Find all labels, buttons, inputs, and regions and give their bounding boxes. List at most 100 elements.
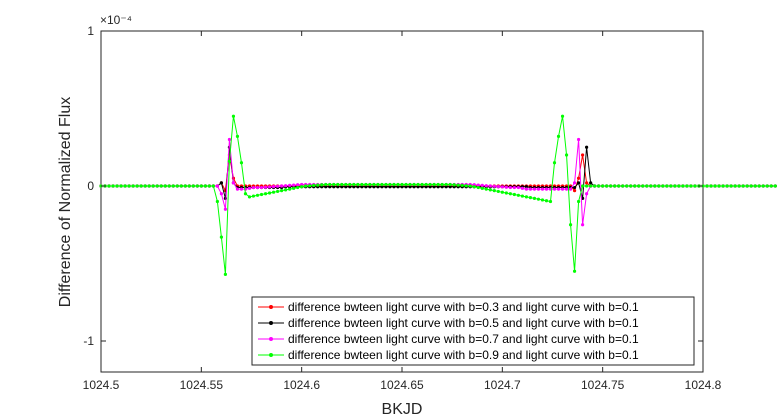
legend-label: difference bwteen light curve with b=0.7… (288, 332, 639, 346)
data-point (528, 187, 533, 191)
data-point (572, 189, 577, 193)
data-point (275, 189, 280, 194)
data-point (352, 182, 356, 187)
data-point (247, 195, 252, 199)
data-point (444, 182, 448, 187)
data-point (231, 181, 236, 185)
x-tick-label: 1024.75 (581, 378, 625, 392)
data-point (308, 184, 312, 188)
data-point (163, 184, 167, 188)
data-point (380, 182, 384, 187)
data-point (665, 184, 669, 188)
data-point (344, 185, 348, 189)
data-point (625, 184, 629, 188)
data-point (139, 184, 143, 188)
data-point (288, 183, 292, 187)
data-point (348, 185, 352, 189)
data-point (336, 182, 340, 187)
data-point (448, 185, 452, 189)
data-point (384, 185, 388, 189)
data-point (761, 184, 765, 188)
data-point (765, 184, 769, 188)
data-point (356, 182, 360, 187)
data-point (524, 185, 529, 189)
data-point (416, 185, 420, 189)
data-point (271, 190, 276, 194)
data-point (520, 186, 525, 190)
data-point (127, 184, 131, 188)
data-point (585, 192, 589, 196)
data-point (428, 185, 432, 189)
data-point (609, 184, 613, 188)
data-point (292, 186, 296, 190)
data-point (516, 193, 520, 197)
data-point (312, 183, 316, 187)
data-point (352, 185, 356, 189)
data-point (135, 184, 139, 188)
data-point (536, 197, 541, 201)
data-point (400, 182, 404, 187)
legend-label: difference bwteen light curve with b=0.9… (288, 348, 639, 362)
data-point (328, 182, 332, 187)
data-point (412, 185, 416, 189)
data-point (685, 184, 689, 188)
data-point (332, 185, 336, 189)
data-point (629, 184, 633, 188)
data-point (669, 184, 673, 188)
legend-item: difference bwteen light curve with b=0.7… (258, 332, 639, 346)
data-point (284, 188, 288, 192)
data-point (356, 185, 360, 189)
legend-item: difference bwteen light curve with b=0.3… (258, 300, 639, 314)
data-point (199, 184, 203, 188)
data-point (617, 184, 621, 188)
data-point (645, 184, 649, 188)
data-point (328, 185, 332, 189)
data-point (288, 187, 292, 191)
data-point (304, 184, 308, 188)
data-point (576, 176, 581, 180)
data-point (111, 184, 115, 188)
data-point (585, 145, 589, 149)
data-point (440, 185, 444, 189)
data-point (159, 184, 163, 188)
data-point (745, 184, 749, 188)
data-point (560, 114, 565, 118)
data-point (336, 185, 340, 189)
data-point (372, 182, 376, 187)
data-point (572, 269, 577, 273)
x-tick-label: 1024.5 (83, 378, 120, 392)
x-tick-label: 1024.6 (283, 378, 320, 392)
data-point (263, 192, 268, 196)
data-point (147, 184, 151, 188)
data-point (404, 182, 408, 187)
data-point (500, 185, 504, 189)
data-point (155, 184, 159, 188)
data-point (641, 184, 645, 188)
data-point (488, 188, 492, 192)
data-point (296, 185, 300, 190)
data-point (552, 187, 557, 191)
data-point (601, 184, 605, 188)
data-point (540, 187, 545, 191)
data-point (705, 184, 709, 188)
data-point (757, 184, 761, 188)
data-point (572, 185, 577, 190)
data-point (239, 161, 244, 165)
data-point (412, 182, 416, 187)
data-point (589, 181, 593, 185)
data-point (480, 186, 484, 190)
data-point (585, 181, 589, 185)
data-point (605, 184, 609, 188)
data-point (227, 159, 232, 163)
data-point (360, 185, 364, 189)
legend-swatch-marker (269, 353, 273, 357)
data-point (280, 189, 284, 193)
data-point (300, 185, 304, 189)
data-point (235, 134, 240, 138)
data-point (516, 185, 520, 190)
legend-swatch-marker (269, 337, 273, 341)
data-point (657, 184, 661, 188)
data-point (524, 187, 529, 191)
x-tick-label: 1024.65 (380, 378, 424, 392)
